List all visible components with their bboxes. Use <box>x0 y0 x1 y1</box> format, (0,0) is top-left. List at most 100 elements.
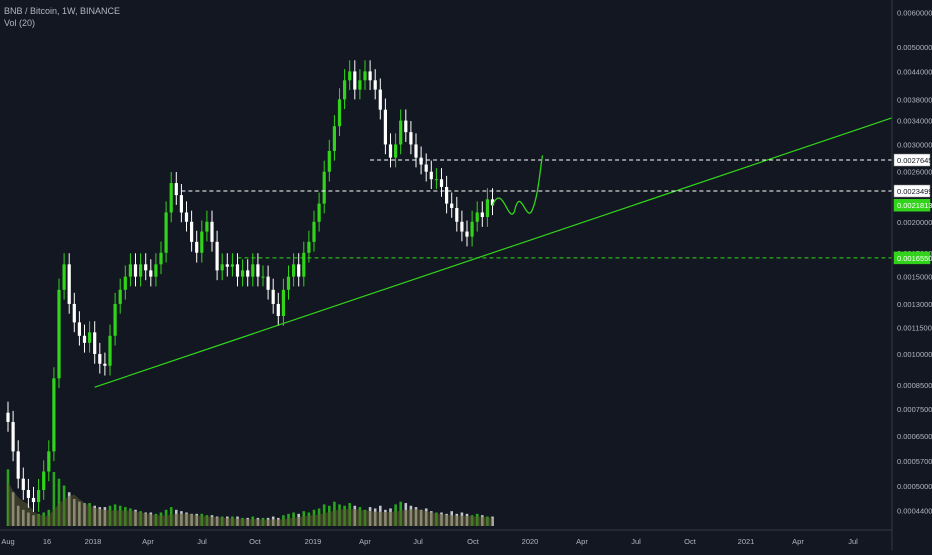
drawing-layer <box>94 117 893 388</box>
time-tick-label: Oct <box>249 537 262 546</box>
price-tick-label: 0.0030000 <box>897 140 932 149</box>
price-label-badge[interactable]: 0.0023499 <box>893 184 932 198</box>
candle-body <box>42 471 46 491</box>
candle-body <box>159 252 163 265</box>
price-tick-label: 0.0007500 <box>897 405 932 414</box>
candle-body <box>149 270 153 277</box>
candle-body <box>317 203 321 222</box>
trendline[interactable] <box>94 117 893 388</box>
price-label-box <box>893 153 931 167</box>
time-tick-label: Apr <box>792 537 804 546</box>
candle-body <box>77 322 81 336</box>
candle-body <box>21 478 25 491</box>
price-label-box <box>893 184 931 198</box>
candle-body <box>383 109 387 145</box>
price-tick-label: 0.0013000 <box>897 300 932 309</box>
candle-body <box>246 270 250 277</box>
candle-body <box>429 171 433 180</box>
candle-body <box>373 80 377 90</box>
candle-body <box>261 276 265 278</box>
price-tick-label: 0.0008500 <box>897 381 932 390</box>
time-tick-label: 2021 <box>738 537 755 546</box>
candle-body <box>450 203 454 208</box>
volume-indicator-label[interactable]: Vol (20) <box>4 18 36 28</box>
price-tick-label: 0.0011500 <box>897 323 932 332</box>
price-label-box <box>893 198 931 212</box>
candle-body <box>358 80 362 90</box>
candle-body <box>276 303 280 317</box>
candle-body <box>327 150 331 172</box>
candle-body <box>195 241 199 253</box>
time-tick-label: Apr <box>359 537 371 546</box>
candle-body <box>113 303 117 336</box>
candle-body <box>154 264 158 277</box>
price-label-text: 0.0023499 <box>897 187 932 196</box>
candle-body <box>251 264 255 277</box>
candle-body <box>128 264 132 277</box>
time-tick-label: Jul <box>631 537 641 546</box>
candle-body <box>108 335 112 366</box>
projection-curve[interactable] <box>491 155 544 215</box>
time-tick-label: 2019 <box>305 537 322 546</box>
price-axis[interactable]: 0.0060000 0.0050000 0.0044000 0.0038000 0.00… <box>891 0 932 550</box>
candle-body <box>133 264 138 277</box>
candle-body <box>424 164 428 172</box>
volume-layer <box>6 469 494 526</box>
price-label-text: 0.0027645 <box>897 156 932 165</box>
candle-body <box>434 179 438 181</box>
time-tick-label: Jul <box>848 537 858 546</box>
candle-body <box>271 289 275 304</box>
candle-body <box>82 335 87 343</box>
candle-body <box>16 451 20 479</box>
candle-body <box>98 353 102 364</box>
candle-body <box>394 144 398 158</box>
candle-body <box>144 264 148 271</box>
price-label-badge[interactable]: 0.0016550 <box>893 251 932 265</box>
price-tick-label: 0.0005700 <box>897 457 932 466</box>
price-label-badge[interactable]: 0.0027645 <box>893 153 932 167</box>
candle-body <box>210 221 214 242</box>
candle-body <box>480 212 484 218</box>
candle-body <box>200 231 204 253</box>
candle-body <box>11 421 15 452</box>
candle-body <box>164 212 168 253</box>
candle-body <box>286 276 291 290</box>
price-tick-label: 0.0006500 <box>897 432 932 441</box>
time-tick-label: Aug <box>1 537 14 546</box>
candle-body <box>174 183 178 196</box>
price-tick-label: 0.0005000 <box>897 482 932 491</box>
candle-body <box>490 199 495 206</box>
candle-body <box>343 80 347 100</box>
price-tick-label: 0.0020000 <box>897 218 932 227</box>
candle-body <box>230 264 234 267</box>
price-tick-label: 0.0015000 <box>897 273 932 282</box>
candle-body <box>179 195 183 213</box>
candle-body <box>312 221 316 242</box>
candle-body <box>72 303 76 323</box>
candle-body <box>297 264 301 277</box>
price-label-text: 0.0016550 <box>897 254 932 263</box>
candle-body <box>302 252 306 277</box>
price-label-text: 0.0021813 <box>897 201 932 210</box>
candle-body <box>378 89 382 110</box>
candle-body <box>88 332 92 343</box>
volume-ma-area <box>8 481 493 526</box>
candle-body <box>363 71 367 81</box>
candle-body <box>215 241 219 271</box>
price-tick-label: 0.0060000 <box>897 8 932 17</box>
candle-body <box>388 144 393 158</box>
price-label-box <box>893 251 931 265</box>
candle-body <box>409 132 413 145</box>
symbol-title[interactable]: BNB / Bitcoin, 1W, BINANCE <box>4 6 121 16</box>
candle-body <box>6 412 10 422</box>
candle-body <box>399 120 403 145</box>
price-label-badge[interactable]: 0.0021813 <box>893 198 932 212</box>
candle-body <box>332 126 336 151</box>
candle-body <box>439 179 444 188</box>
chart-legend: BNB / Bitcoin, 1W, BINANCE Vol (20) <box>4 5 120 29</box>
candle-body <box>67 264 71 304</box>
time-axis[interactable]: Aug 16 2018 Apr Jul Oct 2019 Apr Jul Oct 2020 Apr Ju… <box>0 529 892 546</box>
volume-bar <box>6 469 10 526</box>
